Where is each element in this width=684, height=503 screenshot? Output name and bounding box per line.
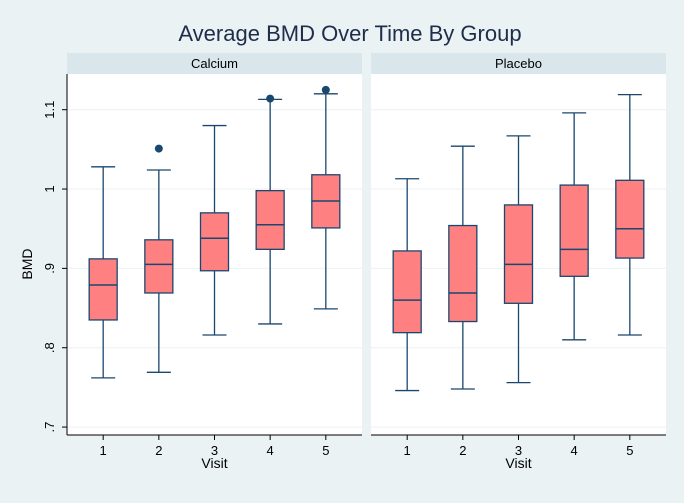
outlier-point — [154, 144, 163, 153]
outlier-point — [321, 85, 330, 94]
iqr-box — [255, 189, 285, 250]
y-tick-label: .8 — [42, 342, 57, 353]
x-tick-label: 5 — [626, 443, 633, 458]
x-tick-label: 1 — [100, 443, 107, 458]
x-tick-label: 4 — [267, 443, 274, 458]
x-tick-label: 4 — [571, 443, 578, 458]
x-tick-label: 3 — [515, 443, 522, 458]
box-visit-1 — [88, 166, 118, 379]
iqr-box — [615, 179, 645, 259]
panels-layer: Calcium .7 .8 .9 1 1.1 1 2 3 4 5 Visit Placebo 1 2 3 4 5 V… — [42, 53, 666, 471]
y-tick-label: .7 — [42, 422, 57, 433]
x-tick-label: 5 — [322, 443, 329, 458]
y-tick-label: .9 — [42, 263, 57, 274]
panel-header-calcium — [67, 53, 362, 74]
iqr-box — [144, 239, 174, 294]
iqr-box — [448, 224, 478, 323]
panel-header-label: Placebo — [495, 56, 542, 71]
panel-header-placebo — [371, 53, 666, 74]
panel-calcium: Calcium .7 .8 .9 1 1.1 1 2 3 4 5 Visit — [42, 53, 362, 471]
iqr-box — [503, 204, 534, 304]
x-tick-label: 2 — [459, 443, 466, 458]
panel-placebo: Placebo 1 2 3 4 5 Visit — [371, 53, 666, 471]
box-visit-4 — [559, 112, 589, 341]
box-visit-5 — [615, 93, 645, 336]
box-visit-3 — [503, 135, 534, 384]
box-visit-2 — [448, 145, 478, 390]
box-visit-2 — [144, 144, 174, 373]
iqr-box — [199, 212, 230, 272]
iqr-box — [88, 258, 118, 321]
y-tick-label: 1 — [42, 185, 57, 192]
outlier-point — [266, 94, 275, 103]
box-visit-3 — [199, 124, 230, 336]
x-tick-label: 1 — [404, 443, 411, 458]
y-tick-label: 1.1 — [42, 101, 57, 119]
iqr-box — [392, 250, 422, 334]
box-visit-4 — [255, 94, 285, 325]
panel-header-label: Calcium — [191, 56, 238, 71]
x-axis-label: Visit — [201, 455, 227, 471]
x-tick-label: 2 — [155, 443, 162, 458]
chart-title: Average BMD Over Time By Group — [178, 21, 521, 46]
iqr-box — [559, 184, 589, 277]
x-tick-label: 3 — [211, 443, 218, 458]
x-axis-label: Visit — [505, 455, 531, 471]
y-axis-label: BMD — [19, 248, 35, 279]
box-visit-1 — [392, 178, 422, 392]
box-visit-5 — [311, 85, 341, 310]
